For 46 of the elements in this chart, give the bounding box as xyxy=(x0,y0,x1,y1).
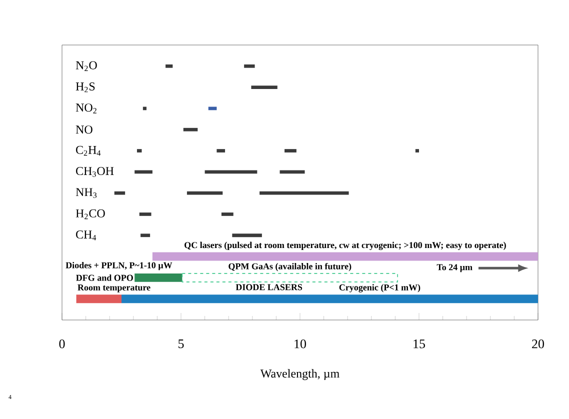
bar xyxy=(244,64,255,68)
bar xyxy=(152,252,538,261)
y-tick-label: NO$_{2}$ xyxy=(76,104,96,114)
bar xyxy=(216,149,226,152)
bar xyxy=(166,64,173,68)
bar xyxy=(284,149,296,152)
y-tick-label: C$_{2}$H$_{4}$ xyxy=(76,146,101,156)
bar xyxy=(139,212,152,216)
y-tick-label: H$_{2}$CO xyxy=(76,209,105,220)
x-axis-title: Wavelength, µm xyxy=(260,369,340,380)
bar xyxy=(251,86,278,89)
bar xyxy=(260,191,349,195)
bar xyxy=(183,128,198,132)
x-tick-label: 10 xyxy=(294,340,306,348)
bar xyxy=(134,170,152,174)
series-label: DFG and OPO xyxy=(76,274,133,281)
annotation: DIODE LASERS xyxy=(236,284,302,290)
bar xyxy=(204,170,258,174)
annotation: Diodes + PPLN, P~1-10 µW xyxy=(66,262,172,270)
bar xyxy=(415,149,419,152)
bar xyxy=(114,191,126,195)
x-tick-label: 20 xyxy=(532,340,544,348)
bar xyxy=(232,234,262,238)
bar xyxy=(76,294,122,304)
series-label: Cryogenic (P<1 mW) xyxy=(339,284,420,292)
x-tick-label: 5 xyxy=(178,340,184,348)
x-tick-label: 0 xyxy=(59,340,65,348)
bar xyxy=(182,273,398,282)
y-tick-label: H$_{2}$S xyxy=(76,82,95,92)
y-tick-label: CH$_{3}$OH xyxy=(76,167,114,177)
bar xyxy=(136,149,142,152)
y-tick-label: CH$_{4}$ xyxy=(76,230,96,240)
series-label: QPM GaAs (available in future) xyxy=(228,262,352,272)
y-tick-label: N$_{2}$O xyxy=(76,61,97,72)
x-tick-label: 15 xyxy=(414,340,425,348)
bar xyxy=(186,191,223,195)
series-label: QC lasers (pulsed at room temperature, cw at cryogenic; >100 mW; easy to operate) xyxy=(184,242,506,250)
series-label: Room temperature xyxy=(78,284,150,292)
bar xyxy=(140,234,150,238)
bar xyxy=(134,273,182,282)
y-tick-label: NH$_{3}$ xyxy=(76,188,97,198)
annotation: To 24 µm xyxy=(436,264,472,272)
bar xyxy=(221,212,234,216)
bar xyxy=(122,294,538,304)
y-tick-label: NO xyxy=(76,126,92,134)
bar xyxy=(280,170,305,174)
